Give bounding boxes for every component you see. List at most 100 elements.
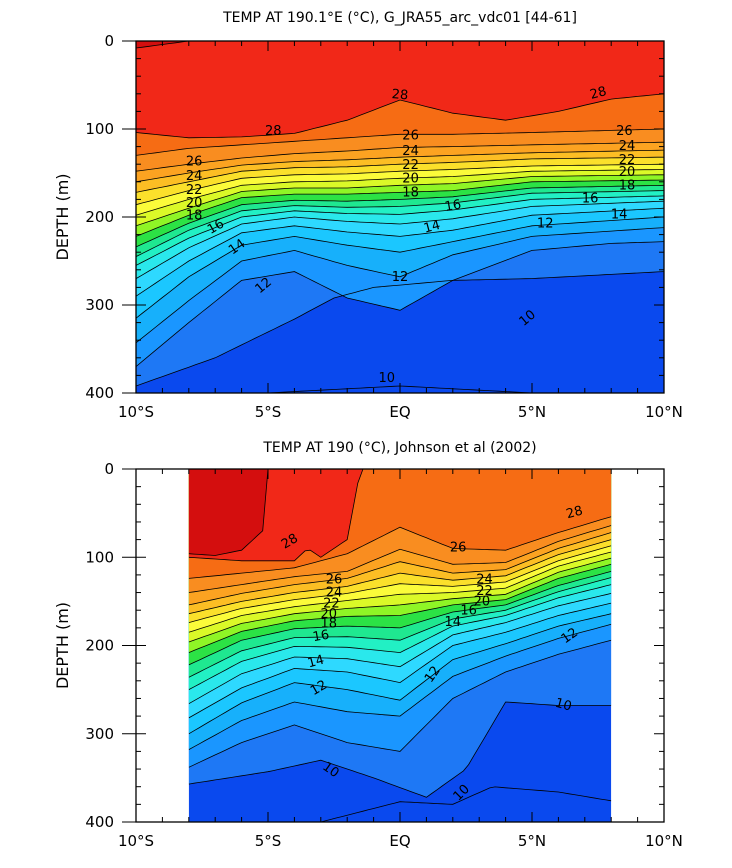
contour-lines xyxy=(136,41,664,393)
svg-text:22: 22 xyxy=(619,153,636,168)
contour-label: 10 xyxy=(553,696,573,715)
contour-band-28 xyxy=(136,41,664,138)
contour-band-28 xyxy=(188,469,612,561)
svg-text:14: 14 xyxy=(422,218,442,237)
contour-band-29 xyxy=(188,469,612,556)
contour-label: 22 xyxy=(186,183,203,198)
isotherm-25 xyxy=(188,532,612,606)
contour-label: 26 xyxy=(450,541,467,556)
contour-label: 22 xyxy=(476,584,493,599)
svg-text:10: 10 xyxy=(379,371,396,386)
contour-label: 20 xyxy=(320,607,337,622)
svg-text:26: 26 xyxy=(186,155,203,170)
contour-label: 24 xyxy=(186,169,203,184)
contour-label: 14 xyxy=(422,218,442,237)
x-tick-label: 10°N xyxy=(645,832,683,850)
svg-text:26: 26 xyxy=(402,128,419,143)
chart-title: TEMP AT 190.1°E (°C), G_JRA55_arc_vdc01 … xyxy=(222,10,577,26)
isotherm-21 xyxy=(188,557,612,643)
y-tick-label: 100 xyxy=(85,548,114,566)
contour-label: 16 xyxy=(205,216,227,237)
svg-text:16: 16 xyxy=(205,216,227,237)
x-tick-label: 10°S xyxy=(118,403,154,421)
y-tick-label: 300 xyxy=(85,296,114,314)
svg-text:14: 14 xyxy=(306,653,326,672)
isotherm-12 xyxy=(136,241,664,367)
isotherm-19 xyxy=(188,571,612,666)
contour-label: 28 xyxy=(565,503,585,522)
isotherm-18 xyxy=(188,577,612,678)
y-tick-label: 400 xyxy=(85,813,114,831)
svg-text:16: 16 xyxy=(582,192,599,207)
svg-text:26: 26 xyxy=(450,541,467,556)
contour-label: 20 xyxy=(402,171,419,186)
contour-label: 28 xyxy=(265,124,282,139)
y-tick-label: 200 xyxy=(85,637,114,655)
svg-text:16: 16 xyxy=(312,628,331,646)
isotherm-23 xyxy=(188,545,612,623)
svg-text:18: 18 xyxy=(619,178,636,193)
contour-label: 14 xyxy=(306,653,326,672)
x-tick-label: 5°S xyxy=(255,403,282,421)
contour-fills xyxy=(188,469,612,822)
contour-lines xyxy=(188,469,612,822)
x-tick-label: 5°N xyxy=(518,403,546,421)
svg-text:12: 12 xyxy=(308,678,330,699)
svg-text:28: 28 xyxy=(265,124,282,139)
svg-text:22: 22 xyxy=(186,183,203,198)
isotherm-24 xyxy=(188,539,612,615)
contour-label: 28 xyxy=(588,84,608,103)
contour-label: 24 xyxy=(402,144,419,159)
svg-text:28: 28 xyxy=(279,531,301,552)
contour-label: 22 xyxy=(619,153,636,168)
contour-label: 18 xyxy=(186,208,203,223)
contour-label: 20 xyxy=(186,196,203,211)
isotherm-20 xyxy=(136,179,664,237)
x-tick-label: EQ xyxy=(389,832,410,850)
isotherm-13 xyxy=(136,227,664,344)
isotherm-20 xyxy=(188,563,612,653)
contour-label: 26 xyxy=(186,155,203,170)
x-tick-label: 10°N xyxy=(645,403,683,421)
x-tick-label: 5°S xyxy=(255,832,282,850)
isotherm-15 xyxy=(136,207,664,297)
contour-label: 24 xyxy=(619,139,636,154)
chart-title: TEMP AT 190 (°C), Johnson et al (2002) xyxy=(262,440,536,456)
contour-label: 26 xyxy=(616,124,633,139)
contour-label: 12 xyxy=(308,678,330,699)
x-tick-label: 10°S xyxy=(118,832,154,850)
svg-text:24: 24 xyxy=(326,586,343,601)
contour-label: 20 xyxy=(474,594,491,609)
contour-label: 16 xyxy=(312,628,331,646)
isotherm-15 xyxy=(188,602,612,719)
isotherm-11 xyxy=(188,701,612,798)
isotherm-29 xyxy=(188,469,612,556)
contour-label: 18 xyxy=(619,178,636,193)
svg-text:22: 22 xyxy=(402,158,419,173)
contour-label: 28 xyxy=(391,87,409,103)
x-tick-label: EQ xyxy=(389,403,410,421)
svg-text:28: 28 xyxy=(565,503,585,522)
svg-text:20: 20 xyxy=(619,165,636,180)
y-axis-label: DEPTH (m) xyxy=(53,173,72,260)
svg-text:10: 10 xyxy=(553,696,573,715)
isotherm-18 xyxy=(136,190,664,257)
y-tick-label: 0 xyxy=(104,32,114,50)
svg-text:26: 26 xyxy=(616,124,633,139)
svg-text:28: 28 xyxy=(588,84,608,103)
contour-label: 22 xyxy=(402,158,419,173)
contour-label: 20 xyxy=(619,165,636,180)
isotherm-27 xyxy=(188,516,612,579)
contour-label: 16 xyxy=(444,197,463,215)
isotherm-14 xyxy=(188,613,612,735)
svg-text:14: 14 xyxy=(611,207,628,222)
y-tick-label: 0 xyxy=(104,460,114,478)
isotherm-14 xyxy=(136,216,664,319)
svg-text:24: 24 xyxy=(402,144,419,159)
svg-text:22: 22 xyxy=(323,596,340,611)
y-tick-label: 400 xyxy=(85,384,114,402)
isotherm-27 xyxy=(136,128,664,156)
svg-text:16: 16 xyxy=(444,197,463,215)
svg-text:28: 28 xyxy=(391,87,409,103)
